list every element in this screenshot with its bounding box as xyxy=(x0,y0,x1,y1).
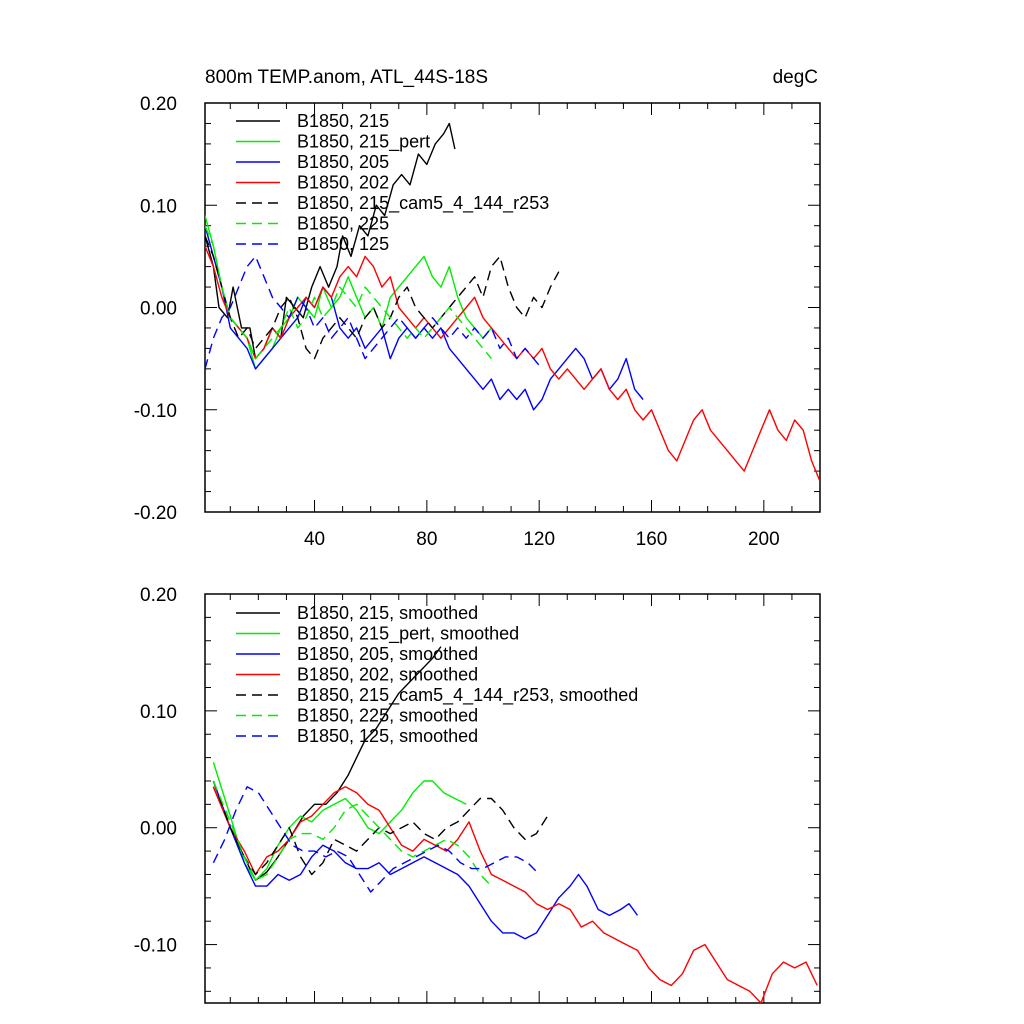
x-tick-label: 200 xyxy=(748,529,780,550)
series-line-6 xyxy=(212,780,492,887)
series-line-4 xyxy=(212,786,818,1003)
legend-label: B1850, 215_pert xyxy=(297,132,430,153)
series-line-7 xyxy=(212,786,540,893)
series-line-2 xyxy=(212,762,467,881)
series-line-5 xyxy=(205,235,560,360)
x-tick-label: 160 xyxy=(636,529,668,550)
y-tick-label: 0.00 xyxy=(140,299,177,320)
legend-label: B1850, 125, smoothed xyxy=(297,726,478,746)
legend-label: B1850, 215_cam5_4_144_r253, smoothed xyxy=(297,685,638,706)
series-line-6 xyxy=(205,225,492,360)
legend-label: B1850, 215_pert, smoothed xyxy=(297,624,519,645)
legend-label: B1850, 202 xyxy=(297,173,389,193)
series-line-5 xyxy=(212,780,549,876)
series-line-3 xyxy=(212,780,639,940)
legend-label: B1850, 215 xyxy=(297,111,389,131)
x-tick-label: 80 xyxy=(416,529,437,550)
legend-label: B1850, 125 xyxy=(297,234,389,254)
chart-title: 800m TEMP.anom, ATL_44S-18S xyxy=(205,67,488,88)
legend-label: B1850, 225 xyxy=(297,214,389,234)
y-tick-label: 0.20 xyxy=(140,585,177,606)
y-tick-label: -0.20 xyxy=(134,503,177,524)
series-line-1 xyxy=(212,646,442,881)
x-tick-label: 120 xyxy=(523,529,555,550)
y-tick-label: -0.10 xyxy=(134,401,177,422)
series-line-7 xyxy=(205,255,543,370)
y-tick-label: 0.00 xyxy=(140,819,177,840)
y-tick-label: -0.10 xyxy=(134,936,177,957)
legend-label: B1850, 215_cam5_4_144_r253 xyxy=(297,193,549,214)
legend-label: B1850, 205 xyxy=(297,152,389,172)
legend-label: B1850, 215, smoothed xyxy=(297,603,478,623)
y-tick-label: 0.10 xyxy=(140,196,177,217)
y-tick-label: 0.20 xyxy=(140,94,177,115)
plot-frame-2 xyxy=(204,593,821,1004)
series-line-2 xyxy=(205,215,492,370)
legend-label: B1850, 205, smoothed xyxy=(297,644,478,664)
x-tick-label: 40 xyxy=(304,529,325,550)
legend-label: B1850, 202, smoothed xyxy=(297,665,478,685)
series-line-4 xyxy=(205,245,820,482)
series-line-1 xyxy=(205,122,456,360)
units-label: degC xyxy=(773,67,818,88)
y-tick-label: 0.10 xyxy=(140,702,177,723)
legend-label: B1850, 225, smoothed xyxy=(297,706,478,726)
